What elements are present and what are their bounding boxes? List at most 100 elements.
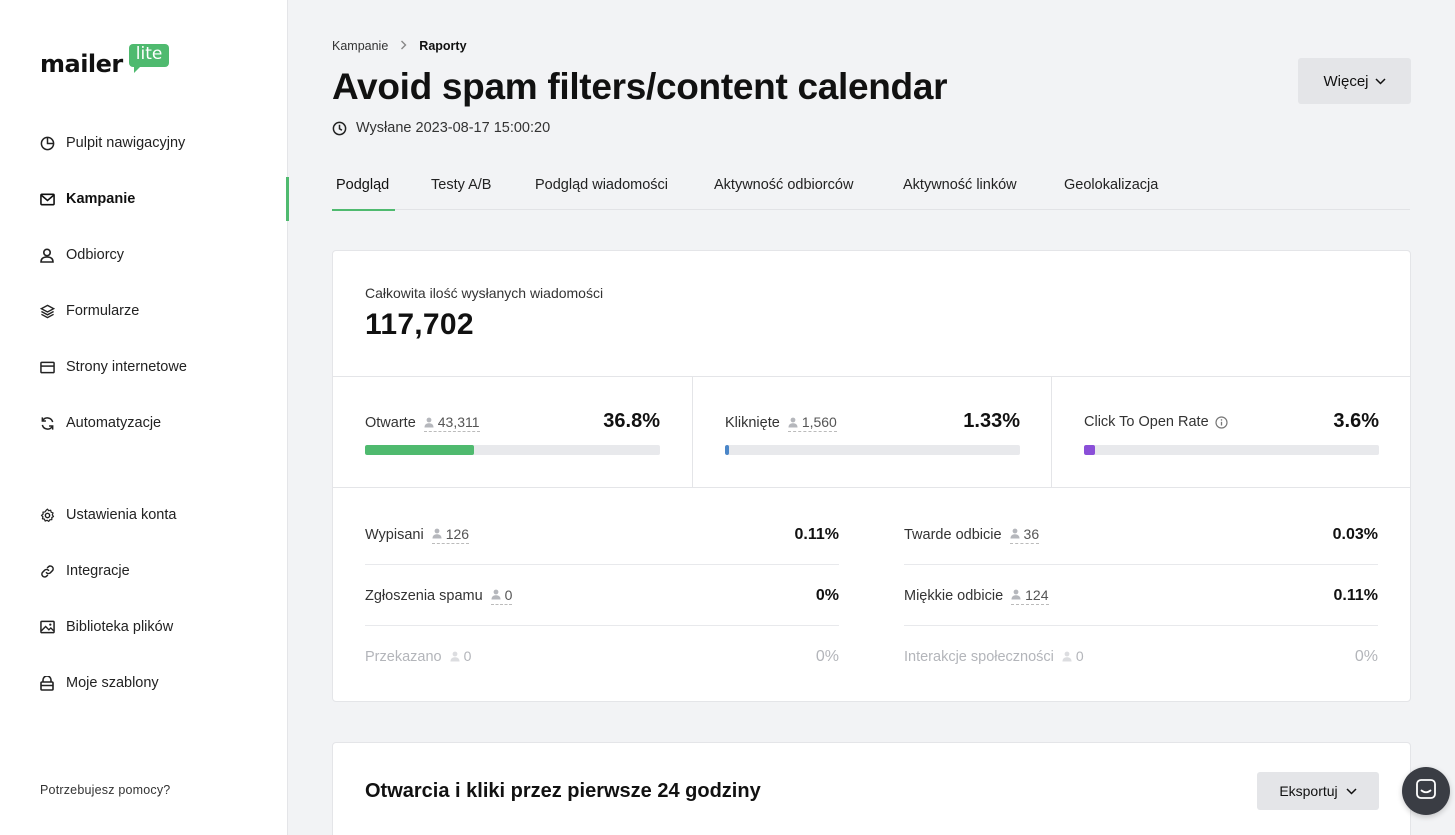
detail-hard-bounce: Twarde odbicie 36 0.03% (904, 504, 1378, 565)
sidebar-item-my-templates[interactable]: Moje szablony (0, 655, 288, 711)
chat-support-button[interactable] (1402, 767, 1450, 815)
tab-email-preview[interactable]: Podgląd wiadomości (535, 160, 668, 210)
detail-label: Wypisani 126 (365, 504, 470, 565)
breadcrumb-campaigns[interactable]: Kampanie (332, 39, 389, 53)
sidebar-item-subscribers[interactable]: Odbiorcy (0, 227, 288, 283)
detail-count[interactable]: 124 (1011, 586, 1049, 605)
chevron-down-icon (1374, 77, 1386, 85)
tab-subscriber-activity[interactable]: Aktywność odbiorców (714, 160, 853, 210)
metric-percent: 3.6% (1333, 410, 1379, 432)
sidebar: mailer lite Pulpit nawigacyjny Kampanie … (0, 0, 289, 835)
person-icon (1011, 589, 1021, 600)
sidebar-item-automations[interactable]: Automatyzacje (0, 395, 288, 451)
detail-unsubscribed: Wypisani 126 0.11% (365, 504, 839, 565)
breadcrumb-reports: Raporty (419, 39, 467, 53)
progress-fill (365, 445, 474, 455)
sidebar-item-label: Integracje (66, 563, 130, 579)
sidebar-item-label: Strony internetowe (66, 359, 187, 375)
person-icon (1010, 528, 1020, 539)
opens-clicks-card: Otwarcia i kliki przez pierwsze 24 godzi… (332, 742, 1411, 835)
metric-count-value: 43,311 (437, 414, 480, 430)
detail-count[interactable]: 0 (490, 586, 513, 605)
page-title: Avoid spam filters/content calendar (332, 66, 948, 107)
sidebar-item-forms[interactable]: Formularze (0, 283, 288, 339)
tab-overview[interactable]: Podgląd (332, 160, 395, 211)
tab-label: Geolokalizacja (1064, 177, 1159, 193)
sidebar-item-account-settings[interactable]: Ustawienia konta (0, 487, 288, 543)
progress-fill (1084, 445, 1095, 455)
detail-label: Przekazano 0 (365, 626, 471, 687)
total-sent-label: Całkowita ilość wysłanych wiadomości (365, 285, 604, 301)
sidebar-item-campaigns[interactable]: Kampanie (0, 171, 289, 227)
metric-count[interactable]: 1,560 (787, 414, 837, 432)
total-sent-value: 117,702 (365, 308, 474, 341)
layers-icon (39, 303, 55, 319)
divider (333, 376, 1410, 377)
logo-badge: lite (128, 44, 170, 73)
tab-ab-tests[interactable]: Testy A/B (431, 160, 491, 210)
detail-percent: 0.03% (1332, 525, 1378, 543)
logo[interactable]: mailer lite (40, 40, 170, 78)
tab-geolocation[interactable]: Geolokalizacja (1064, 160, 1158, 210)
metric-count[interactable]: 43,311 (423, 414, 480, 432)
detail-count-value: 36 (1023, 525, 1040, 542)
divider (333, 487, 1410, 488)
more-button-label: Więcej (1323, 72, 1369, 90)
stats-card: Całkowita ilość wysłanych wiadomości 117… (332, 250, 1411, 702)
person-icon (432, 528, 442, 539)
tab-label: Aktywność odbiorców (714, 177, 854, 193)
sidebar-item-dashboard[interactable]: Pulpit nawigacyjny (0, 115, 288, 171)
template-icon (39, 675, 55, 691)
chat-icon (1415, 778, 1437, 805)
link-icon (39, 563, 55, 579)
more-button[interactable]: Więcej (1298, 58, 1411, 104)
sidebar-item-file-library[interactable]: Biblioteka plików (0, 599, 288, 655)
chevron-down-icon (1346, 787, 1357, 795)
metric-opened: Otwarte 43,311 36.8% (365, 377, 660, 487)
help-link[interactable]: Potrzebujesz pomocy? (40, 783, 171, 797)
export-button[interactable]: Eksportuj (1257, 772, 1379, 810)
divider (1051, 377, 1052, 487)
sidebar-item-label: Biblioteka plików (66, 619, 174, 635)
sidebar-item-label: Moje szablony (66, 675, 159, 691)
progress-bar (725, 445, 1020, 455)
detail-count-value: 124 (1025, 586, 1049, 603)
section-title: Otwarcia i kliki przez pierwsze 24 godzi… (365, 780, 761, 802)
export-button-label: Eksportuj (1279, 783, 1338, 799)
detail-name: Twarde odbicie (904, 526, 1002, 543)
logo-text: mailer (40, 50, 123, 78)
detail-name: Interakcje społeczności (904, 648, 1054, 665)
metric-clicked: Kliknięte 1,560 1.33% (725, 377, 1020, 487)
detail-count-value: 126 (445, 525, 470, 542)
info-icon[interactable] (1215, 415, 1228, 429)
metric-label: Kliknięte 1,560 (725, 414, 837, 432)
detail-label: Twarde odbicie 36 (904, 504, 1040, 565)
detail-count[interactable]: 126 (431, 525, 470, 544)
person-icon (424, 417, 434, 428)
metric-count-value: 1,560 (801, 414, 837, 430)
detail-name: Zgłoszenia spamu (365, 587, 483, 604)
sidebar-item-label: Kampanie (66, 191, 136, 207)
detail-percent: 0% (815, 586, 839, 604)
browser-icon (39, 359, 55, 375)
tab-link-activity[interactable]: Aktywność linków (903, 160, 1017, 210)
sidebar-item-label: Ustawienia konta (66, 507, 177, 523)
clock-icon (332, 121, 347, 136)
detail-count-value: 0 (504, 586, 513, 603)
metric-name: Otwarte (365, 415, 416, 431)
sidebar-item-integrations[interactable]: Integracje (0, 543, 288, 599)
sidebar-item-websites[interactable]: Strony internetowe (0, 339, 288, 395)
detail-label: Miękkie odbicie 124 (904, 565, 1049, 626)
detail-social-interactions: Interakcje społeczności 0 0% (904, 626, 1378, 687)
user-icon (39, 247, 55, 263)
detail-label: Zgłoszenia spamu 0 (365, 565, 513, 626)
detail-label: Interakcje społeczności 0 (904, 626, 1084, 687)
tab-label: Podgląd (336, 177, 390, 193)
detail-count[interactable]: 36 (1009, 525, 1040, 544)
metric-label: Otwarte 43,311 (365, 414, 480, 432)
detail-percent: 0.11% (794, 525, 839, 543)
tab-label: Podgląd wiadomości (535, 177, 668, 193)
metric-label: Click To Open Rate (1084, 414, 1228, 430)
sidebar-item-label: Formularze (66, 303, 140, 319)
detail-forwarded: Przekazano 0 0% (365, 626, 839, 687)
